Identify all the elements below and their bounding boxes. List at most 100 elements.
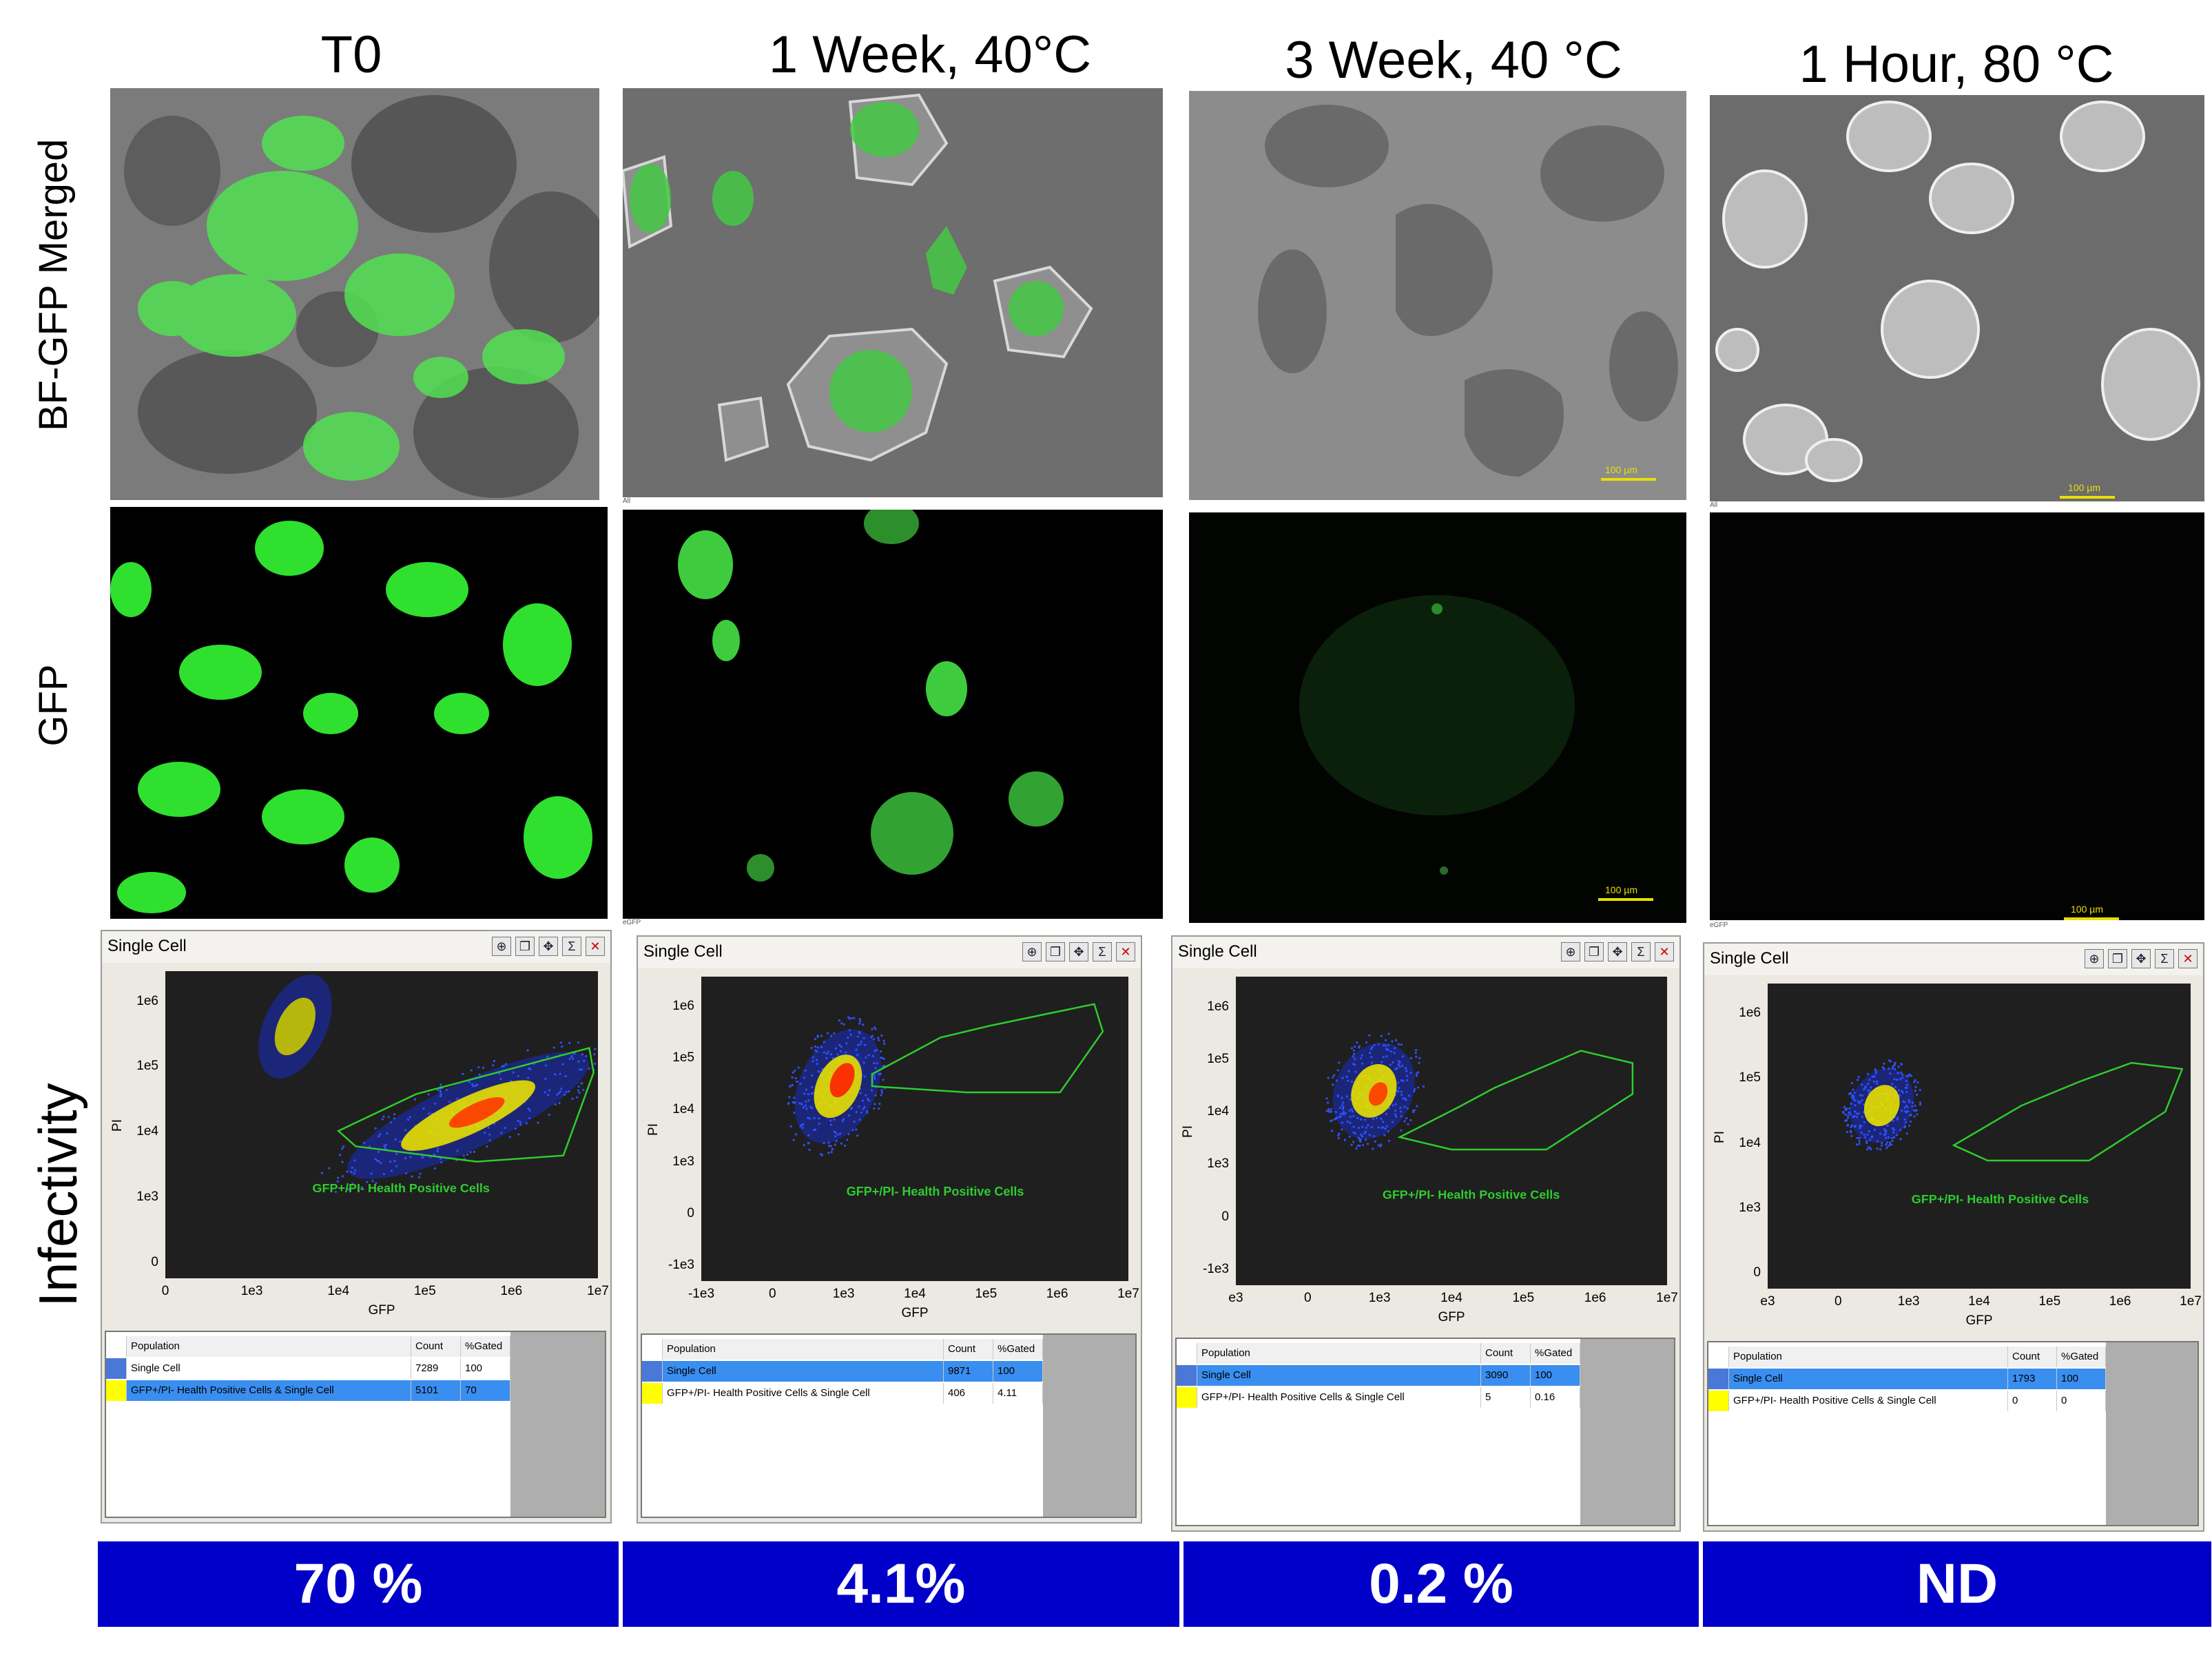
x-axis-label: GFP bbox=[1438, 1310, 1465, 1325]
event-dot bbox=[853, 1017, 856, 1019]
table-row[interactable]: GFP+/PI- Health Positive Cells & Single … bbox=[1177, 1387, 1580, 1408]
event-dot bbox=[1354, 1070, 1357, 1073]
zoom-icon[interactable]: ⊕ bbox=[2085, 949, 2104, 968]
event-dot bbox=[794, 1069, 796, 1072]
table-row[interactable]: Single Cell 9871 100 bbox=[642, 1361, 1043, 1382]
event-dot bbox=[1334, 1116, 1338, 1120]
close-icon[interactable]: ✕ bbox=[1116, 942, 1135, 961]
table-row[interactable]: GFP+/PI- Health Positive Cells & Single … bbox=[1708, 1391, 2106, 1412]
merged-scale-label-3week: 100 µm bbox=[1605, 464, 1637, 475]
event-dot bbox=[548, 1089, 551, 1092]
event-dot bbox=[1389, 1063, 1392, 1066]
event-dot bbox=[1391, 1121, 1394, 1123]
event-dot bbox=[413, 1098, 416, 1101]
copy-icon[interactable]: ❐ bbox=[2108, 949, 2127, 968]
event-dot bbox=[1334, 1110, 1337, 1114]
event-dot bbox=[1415, 1074, 1418, 1077]
event-dot bbox=[799, 1082, 802, 1085]
event-dot bbox=[568, 1041, 571, 1044]
copy-icon[interactable]: ❐ bbox=[1584, 942, 1604, 961]
event-dot bbox=[378, 1160, 380, 1163]
event-dot bbox=[439, 1094, 442, 1098]
event-dot bbox=[354, 1169, 357, 1172]
event-dot bbox=[1327, 1077, 1330, 1079]
y-axis-label: PI bbox=[645, 1123, 661, 1136]
event-dot bbox=[1342, 1108, 1345, 1110]
event-dot bbox=[860, 1111, 862, 1114]
event-dot bbox=[1919, 1103, 1922, 1106]
event-dot bbox=[1897, 1089, 1900, 1092]
event-dot bbox=[393, 1113, 396, 1116]
cell-population-core bbox=[274, 997, 316, 1056]
event-dot bbox=[878, 1103, 881, 1105]
event-dot bbox=[1394, 1113, 1397, 1116]
event-dot bbox=[337, 1176, 340, 1179]
event-dot bbox=[1414, 1048, 1418, 1052]
event-dot bbox=[1848, 1112, 1850, 1114]
event-dot bbox=[833, 1118, 836, 1121]
event-dot bbox=[1887, 1136, 1890, 1139]
close-icon[interactable]: ✕ bbox=[2178, 949, 2198, 968]
event-dot bbox=[1343, 1139, 1347, 1141]
copy-icon[interactable]: ❐ bbox=[515, 937, 535, 956]
event-dot bbox=[1358, 1045, 1361, 1048]
population-table: Population Count %Gated Single Cell 1793 100 G… bbox=[1707, 1341, 2199, 1526]
event-dot bbox=[1382, 1126, 1385, 1129]
event-dot bbox=[1417, 1086, 1420, 1089]
event-dot bbox=[395, 1165, 398, 1167]
event-dot bbox=[831, 1057, 834, 1059]
table-row[interactable]: GFP+/PI- Health Positive Cells & Single … bbox=[642, 1383, 1043, 1404]
event-dot bbox=[862, 1037, 865, 1039]
event-dot bbox=[488, 1133, 491, 1136]
table-row[interactable]: Single Cell 3090 100 bbox=[1177, 1365, 1580, 1386]
event-dot bbox=[1393, 1052, 1396, 1054]
sigma-icon[interactable]: Σ bbox=[2155, 949, 2174, 968]
event-dot bbox=[1846, 1116, 1850, 1119]
event-dot bbox=[1352, 1049, 1356, 1052]
event-dot bbox=[1358, 1144, 1361, 1147]
event-dot bbox=[1365, 1041, 1368, 1044]
event-dot bbox=[1845, 1108, 1848, 1111]
move-icon[interactable]: ✥ bbox=[539, 937, 558, 956]
zoom-icon[interactable]: ⊕ bbox=[492, 937, 511, 956]
move-icon[interactable]: ✥ bbox=[2131, 949, 2151, 968]
event-dot bbox=[1911, 1105, 1914, 1108]
table-row[interactable]: Single Cell 1793 100 bbox=[1708, 1369, 2106, 1390]
move-icon[interactable]: ✥ bbox=[1608, 942, 1627, 961]
event-dot bbox=[825, 1052, 828, 1055]
event-dot bbox=[360, 1186, 363, 1189]
close-icon[interactable]: ✕ bbox=[586, 937, 605, 956]
event-dot bbox=[1892, 1119, 1894, 1122]
copy-icon[interactable]: ❐ bbox=[1046, 942, 1065, 961]
event-dot bbox=[1336, 1095, 1339, 1098]
event-dot bbox=[829, 1145, 832, 1147]
zoom-icon[interactable]: ⊕ bbox=[1022, 942, 1042, 961]
zoom-icon[interactable]: ⊕ bbox=[1561, 942, 1580, 961]
event-dot bbox=[1896, 1118, 1899, 1121]
event-dot bbox=[1325, 1110, 1328, 1112]
event-dot bbox=[1396, 1081, 1400, 1084]
event-dot bbox=[1896, 1134, 1899, 1136]
event-dot bbox=[804, 1069, 807, 1072]
event-dot bbox=[830, 1151, 833, 1154]
event-dot bbox=[1406, 1074, 1409, 1077]
event-dot bbox=[1844, 1119, 1847, 1122]
table-row[interactable]: Single Cell 7289 100 bbox=[106, 1358, 510, 1380]
x-tick-label: 1e3 bbox=[240, 1284, 263, 1299]
event-dot bbox=[1857, 1112, 1860, 1115]
event-dot bbox=[859, 1092, 862, 1094]
sigma-icon[interactable]: Σ bbox=[1631, 942, 1651, 961]
event-dot bbox=[814, 1045, 816, 1048]
close-icon[interactable]: ✕ bbox=[1655, 942, 1674, 961]
sigma-icon[interactable]: Σ bbox=[1093, 942, 1112, 961]
event-dot bbox=[1857, 1076, 1860, 1079]
y-tick-label: 1e6 bbox=[1207, 999, 1229, 1014]
table-row[interactable]: GFP+/PI- Health Positive Cells & Single … bbox=[106, 1380, 510, 1402]
move-icon[interactable]: ✥ bbox=[1069, 942, 1088, 961]
event-dot bbox=[808, 1148, 811, 1151]
event-dot bbox=[544, 1091, 546, 1094]
sigma-icon[interactable]: Σ bbox=[562, 937, 581, 956]
event-dot bbox=[436, 1150, 439, 1153]
event-dot bbox=[440, 1161, 443, 1164]
population-count: Count bbox=[2008, 1347, 2057, 1368]
